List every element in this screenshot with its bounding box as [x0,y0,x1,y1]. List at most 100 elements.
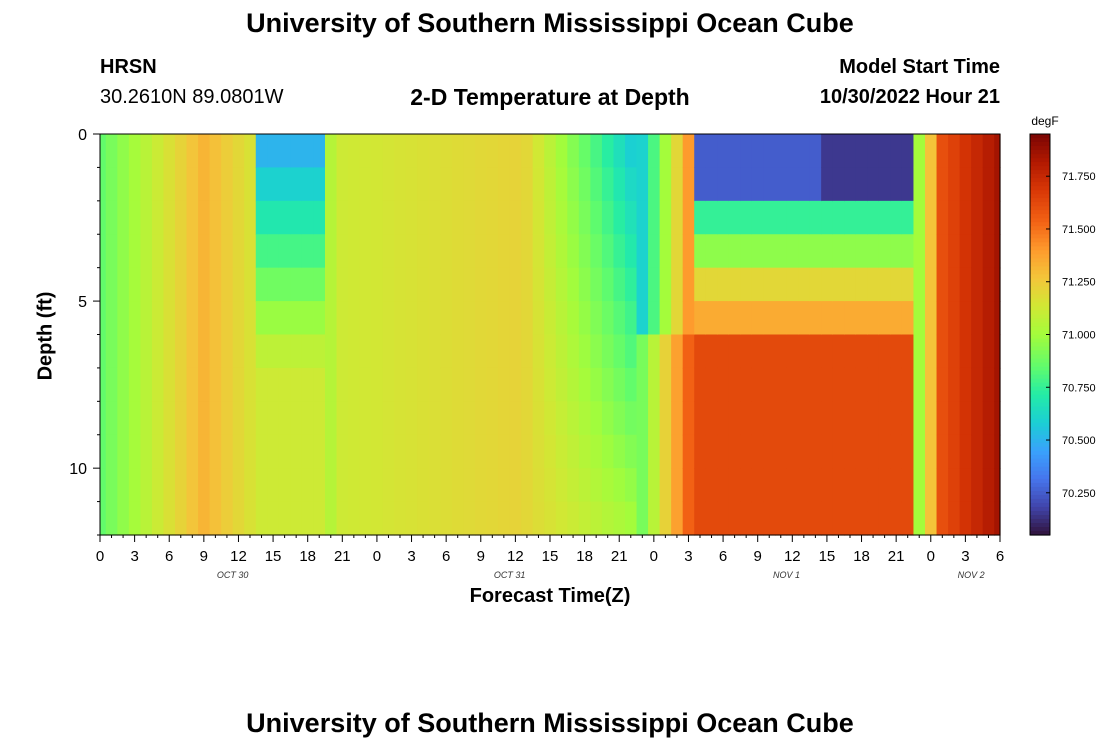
heatmap-cell [682,367,695,402]
heatmap-cell [786,167,799,202]
heatmap-cell [601,367,615,402]
heatmap-cell [878,200,891,235]
heatmap-cell [959,267,972,302]
heatmap-cell [405,234,418,269]
heatmap-cell [128,468,141,503]
heatmap-cell [625,134,638,169]
heatmap-cell [994,434,1001,469]
colorbar-segment [1030,514,1050,520]
heatmap-cell [567,267,580,302]
heatmap-cell [278,234,291,269]
heatmap-cell [821,334,834,369]
heatmap-cell [855,501,868,536]
heatmap-cell [371,134,384,169]
heatmap-cell [498,468,511,503]
heatmap-cell [128,434,141,469]
heatmap-cell [913,267,926,302]
heatmap-cell [232,200,245,235]
heatmap-cell [140,434,153,469]
heatmap-cell [140,134,153,169]
heatmap-cell [925,167,938,202]
colorbar-segment [1030,478,1050,484]
heatmap-cell [186,501,199,536]
heatmap-cell [544,267,557,302]
heatmap-cell [567,334,580,369]
heatmap-cell [659,234,672,269]
heatmap-cell [717,468,730,503]
heatmap-cell [128,367,141,402]
x-day-label: OCT 31 [494,570,526,580]
heatmap-cell [982,301,995,336]
heatmap-cell [728,501,741,536]
heatmap-cell [140,401,153,436]
heatmap-cell [498,301,511,336]
heatmap-cell [100,134,107,169]
heatmap-cell [175,134,188,169]
colorbar-segment [1030,342,1050,348]
heatmap-cell [313,134,326,169]
heatmap-cell [636,401,649,436]
heatmap-cell [855,468,868,503]
heatmap-cell [209,468,222,503]
heatmap-cell [625,301,638,336]
heatmap-cell [428,301,441,336]
heatmap-cell [475,200,488,235]
colorbar-segment [1030,234,1050,239]
heatmap-cell [221,301,234,336]
heatmap-cell [163,501,176,536]
heatmap-cell [117,301,130,336]
heatmap-cell [763,334,776,369]
colorbar-segment [1030,434,1050,440]
heatmap-cell [832,501,845,536]
heatmap-cell [648,234,661,269]
heatmap-cell [855,200,868,235]
heatmap-cell [244,134,257,169]
heatmap-cell [325,501,338,536]
heatmap-cell [348,267,361,302]
heatmap-cell [394,401,407,436]
heatmap-cell [578,301,591,336]
heatmap-cell [105,468,118,503]
heatmap-cell [567,401,580,436]
colorbar-segment [1030,310,1050,316]
heatmap-cell [463,468,476,503]
heatmap-cell [994,501,1001,536]
heatmap-cell [763,468,776,503]
heatmap-cell [198,468,211,503]
heatmap-cell [613,301,626,336]
heatmap-cell [244,167,257,202]
heatmap-cell [509,334,522,369]
heatmap-cell [705,501,718,536]
heatmap-cell [890,401,903,436]
heatmap-cell [498,367,511,402]
heatmap-cell [394,501,407,536]
heatmap-cell [278,267,291,302]
heatmap-cell [671,267,684,302]
heatmap-cell [244,367,257,402]
heatmap-cell [878,468,891,503]
heatmap-cell [371,501,384,536]
heatmap-cell [290,267,303,302]
heatmap-cell [451,267,465,302]
heatmap-cell [198,501,211,536]
heatmap-cell [705,434,718,469]
heatmap-cell [255,501,268,536]
heatmap-cell [567,167,580,202]
heatmap-cell [821,501,834,536]
x-tick-label: 6 [996,548,1004,565]
heatmap-cell [382,501,395,536]
heatmap-cell [936,401,949,436]
heatmap-cell [486,434,499,469]
heatmap-cell [878,167,891,202]
heatmap-cell [971,301,984,336]
heatmap-cell [671,234,684,269]
heatmap-cell [301,468,315,503]
heatmap-cell [348,401,361,436]
heatmap-cell [578,468,591,503]
heatmap-cell [625,234,638,269]
colorbar-tick-label: 70.250 [1062,488,1096,500]
heatmap-cell [682,234,695,269]
heatmap-cell [948,401,961,436]
colorbar-segment [1030,442,1050,448]
heatmap-cell [821,267,834,302]
